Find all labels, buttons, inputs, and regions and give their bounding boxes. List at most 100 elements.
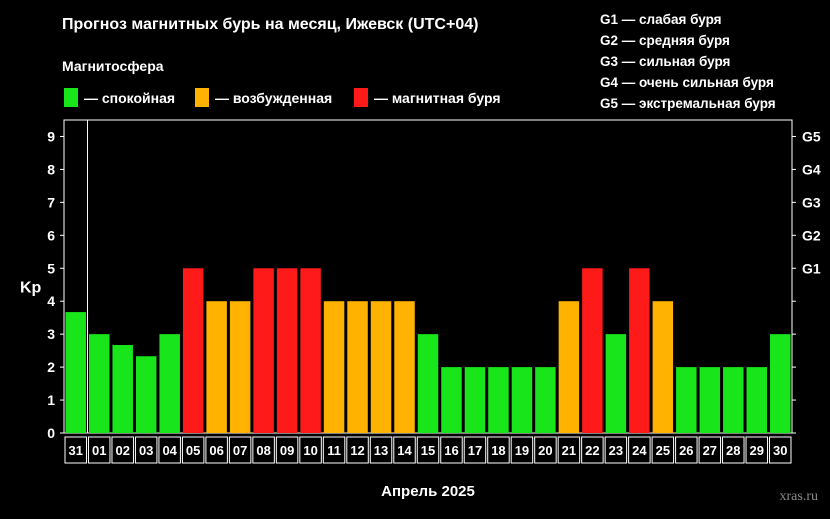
bar	[300, 268, 321, 433]
bar	[535, 367, 556, 433]
x-tick-box	[628, 436, 651, 464]
bar	[370, 301, 392, 433]
x-tick-box	[205, 436, 228, 464]
bar	[488, 367, 509, 433]
x-tick-label: 04	[162, 443, 177, 458]
x-tick-box	[487, 436, 510, 464]
legend-label-calm: — спокойная	[84, 89, 176, 106]
x-tick-box	[87, 436, 111, 464]
bar	[746, 367, 768, 433]
x-tick-box	[557, 436, 581, 464]
bar	[441, 367, 462, 433]
x-tick-label: 11	[327, 443, 341, 458]
y-tick-label: 8	[47, 161, 55, 177]
x-tick-label: 24	[632, 443, 647, 458]
legend-title: Магнитосфера	[62, 58, 164, 74]
legend-label-excited: — возбужденная	[215, 89, 333, 106]
x-tick-label: 13	[374, 443, 388, 458]
bar	[464, 367, 486, 433]
x-tick-box	[275, 436, 299, 464]
x-tick-box	[745, 436, 769, 464]
x-tick-label: 03	[139, 443, 153, 458]
x-tick-label: 22	[585, 443, 599, 458]
bar	[276, 268, 298, 433]
x-tick-box	[158, 436, 181, 464]
storm-scale-g2: G2 — средняя буря	[600, 33, 730, 48]
bar	[699, 367, 721, 433]
bar	[770, 334, 791, 433]
legend-label-storm: — магнитная буря	[374, 89, 501, 106]
x-tick-box	[369, 436, 393, 464]
bar	[511, 367, 533, 433]
x-tick-box	[440, 436, 463, 464]
x-tick-box	[393, 436, 416, 464]
x-tick-label: 05	[186, 443, 200, 458]
x-tick-label: 26	[679, 443, 693, 458]
x-tick-box	[534, 436, 557, 464]
g-scale-label: G3	[802, 194, 821, 210]
bar	[605, 334, 627, 433]
x-tick-box	[698, 436, 722, 464]
x-tick-label: 23	[609, 443, 623, 458]
x-tick-box	[322, 436, 346, 464]
x-tick-label: 15	[421, 443, 435, 458]
x-tick-box	[463, 436, 487, 464]
y-tick-label: 5	[47, 260, 55, 276]
y-tick-label: 7	[47, 194, 55, 210]
x-tick-box	[299, 436, 322, 464]
storm-scale-g1: G1 — слабая буря	[600, 12, 722, 27]
x-tick-box	[675, 436, 698, 464]
x-tick-label: 14	[397, 443, 412, 458]
storm-scale-legend: G1 — слабая буря G2 — средняя буря G3 — …	[600, 9, 776, 114]
x-tick-label: 25	[656, 443, 670, 458]
bar	[629, 268, 650, 433]
y-tick-label: 9	[47, 128, 55, 144]
x-tick-box	[346, 436, 369, 464]
bar	[253, 268, 274, 433]
storm-scale-g5: G5 — экстремальная буря	[600, 96, 776, 111]
x-tick-label: 07	[233, 443, 247, 458]
y-tick-label: 2	[47, 359, 55, 375]
bar	[182, 268, 204, 433]
storm-scale-g3: G3 — сильная буря	[600, 54, 731, 69]
x-tick-label: 16	[444, 443, 458, 458]
y-tick-label: 3	[47, 326, 55, 342]
bar	[652, 301, 674, 433]
x-tick-label: 12	[350, 443, 364, 458]
chart-title: Прогноз магнитных бурь на месяц, Ижевск …	[62, 16, 479, 33]
bar	[394, 301, 415, 433]
x-tick-label: 09	[280, 443, 294, 458]
bar	[65, 312, 86, 433]
bar	[323, 301, 345, 433]
legend-item-calm: — спокойная	[64, 88, 175, 107]
excited-swatch	[195, 88, 209, 107]
x-axis-label: Апрель 2025	[381, 483, 475, 500]
x-tick-box	[111, 436, 134, 464]
x-tick-label: 18	[491, 443, 505, 458]
x-tick-label: 10	[303, 443, 317, 458]
bar	[723, 367, 744, 433]
legend-item-storm: — магнитная буря	[354, 88, 501, 107]
storm-scale-g4: G4 — очень сильная буря	[600, 75, 774, 90]
bar	[582, 268, 603, 433]
bar	[135, 356, 157, 433]
x-tick-box	[64, 436, 87, 464]
g-scale-label: G2	[802, 227, 821, 243]
y-tick-label: 6	[47, 227, 55, 243]
bar	[229, 301, 251, 433]
bar	[88, 334, 110, 433]
x-tick-label: 31	[69, 443, 83, 458]
bar	[558, 301, 580, 433]
x-tick-box	[416, 436, 440, 464]
x-tick-label: 30	[773, 443, 787, 458]
x-tick-label: 19	[515, 443, 529, 458]
bar	[347, 301, 368, 433]
g-scale-label: G5	[802, 128, 821, 144]
x-tick-box	[510, 436, 534, 464]
bar	[206, 301, 227, 433]
x-tick-box	[651, 436, 675, 464]
y-tick-label: 1	[47, 392, 55, 408]
watermark: xras.ru	[779, 489, 819, 504]
x-tick-label: 01	[92, 443, 106, 458]
